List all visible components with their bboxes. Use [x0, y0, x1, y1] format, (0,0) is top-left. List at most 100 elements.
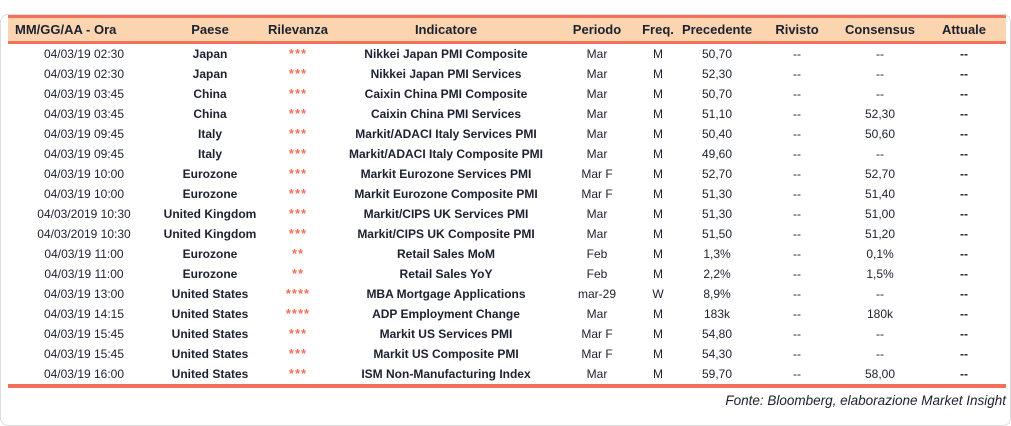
column-header-datetime: MM/GG/AA - Ora [15, 21, 117, 37]
cell-revised: -- [793, 366, 801, 381]
cell-relevance: *** [288, 45, 308, 61]
cell-country: United Kingdom [163, 226, 257, 241]
cell-relevance: *** [288, 85, 308, 101]
cell-freq: M [653, 166, 663, 181]
cell-actual: -- [960, 246, 968, 261]
cell-period: mar-29 [577, 286, 616, 301]
cell-revised: -- [793, 246, 801, 261]
cell-country: Eurozone [182, 186, 238, 201]
table-row: 04/03/19 09:45 Italy *** Markit/ADACI Italy… [8, 144, 1006, 164]
cell-datetime: 04/03/19 13:00 [43, 286, 125, 301]
cell-actual: -- [960, 166, 968, 181]
cell-datetime: 04/03/19 03:45 [43, 106, 125, 121]
cell-actual: -- [960, 366, 968, 381]
cell-consensus: 52,30 [864, 106, 896, 121]
cell-freq: M [653, 146, 663, 161]
cell-relevance: *** [288, 205, 308, 221]
cell-revised: -- [793, 126, 801, 141]
cell-freq: M [653, 186, 663, 201]
column-header-country: Paese [191, 21, 229, 37]
cell-previous: 50,70 [701, 46, 733, 61]
cell-country: Japan [192, 66, 228, 81]
cell-country: United States [171, 286, 249, 301]
cell-period: Mar [586, 126, 608, 141]
cell-previous: 49,60 [701, 146, 733, 161]
column-header-relevance: Rilevanza [268, 21, 328, 37]
cell-actual: -- [960, 106, 968, 121]
cell-previous: 51,50 [701, 226, 733, 241]
cell-previous: 183k [703, 306, 731, 321]
cell-relevance: **** [285, 285, 311, 301]
cell-relevance: *** [288, 125, 308, 141]
cell-relevance: ** [291, 245, 305, 261]
cell-freq: M [653, 226, 663, 241]
cell-period: Mar [586, 226, 608, 241]
cell-freq: W [652, 286, 664, 301]
cell-freq: M [653, 126, 663, 141]
cell-consensus: 52,70 [864, 166, 896, 181]
cell-freq: M [653, 346, 663, 361]
cell-consensus: 51,20 [864, 226, 896, 241]
cell-relevance: *** [288, 145, 308, 161]
cell-consensus: -- [876, 146, 884, 161]
cell-revised: -- [793, 306, 801, 321]
cell-indicator: ADP Employment Change [372, 306, 520, 321]
cell-relevance: *** [288, 165, 308, 181]
cell-relevance: **** [285, 305, 311, 321]
column-header-period: Periodo [572, 21, 622, 37]
cell-relevance: *** [288, 365, 308, 381]
cell-revised: -- [793, 266, 801, 281]
column-header-consensus: Consensus [844, 21, 916, 37]
table-row: 04/03/19 02:30 Japan *** Nikkei Japan PMI C… [8, 42, 1006, 64]
cell-datetime: 04/03/19 16:00 [43, 366, 125, 381]
cell-previous: 50,70 [701, 86, 733, 101]
cell-indicator: Markit Eurozone Services PMI [360, 166, 532, 181]
cell-indicator: Caixin China PMI Services [370, 106, 522, 121]
cell-revised: -- [793, 346, 801, 361]
cell-previous: 8,9% [703, 286, 731, 301]
cell-relevance: *** [288, 105, 308, 121]
cell-freq: M [653, 206, 663, 221]
table-row: 04/03/2019 10:30 United Kingdom *** Markit/… [8, 204, 1006, 224]
cell-relevance: *** [288, 225, 308, 241]
cell-previous: 51,30 [701, 186, 733, 201]
cell-consensus: -- [876, 286, 884, 301]
cell-datetime: 04/03/2019 10:30 [37, 226, 131, 241]
cell-freq: M [653, 86, 663, 101]
cell-relevance: *** [288, 345, 308, 361]
cell-datetime: 04/03/19 14:15 [43, 306, 125, 321]
table-row: 04/03/19 02:30 Japan *** Nikkei Japan PMI S… [8, 64, 1006, 84]
cell-actual: -- [960, 86, 968, 101]
cell-revised: -- [793, 186, 801, 201]
cell-indicator: Markit/CIPS UK Services PMI [363, 206, 529, 221]
cell-freq: M [653, 266, 663, 281]
cell-country: United States [171, 326, 249, 341]
table-row: 04/03/19 11:00 Eurozone ** Retail Sales MoM… [8, 244, 1006, 264]
cell-revised: -- [793, 226, 801, 241]
cell-indicator: ISM Non-Manufacturing Index [361, 366, 531, 381]
cell-country: United Kingdom [163, 206, 257, 221]
table-row: 04/03/19 14:15 United States **** ADP Emplo… [8, 304, 1006, 324]
cell-consensus: 51,40 [864, 186, 896, 201]
table-row: 04/03/19 13:00 United States **** MBA Mortg… [8, 284, 1006, 304]
cell-freq: M [653, 46, 663, 61]
cell-indicator: Nikkei Japan PMI Composite [364, 46, 528, 61]
cell-actual: -- [960, 206, 968, 221]
cell-consensus: -- [876, 326, 884, 341]
cell-period: Mar [586, 86, 608, 101]
cell-previous: 52,30 [701, 66, 733, 81]
column-header-previous: Precedente [681, 21, 753, 37]
cell-revised: -- [793, 46, 801, 61]
cell-period: Feb [586, 246, 608, 261]
economic-calendar-table: MM/GG/AA - Ora Paese Rilevanza Indicatore Pe… [8, 14, 1006, 388]
table-row: 04/03/19 03:45 China *** Caixin China PMI C… [8, 84, 1006, 104]
cell-indicator: Markit Eurozone Composite PMI [354, 186, 538, 201]
cell-period: Mar [586, 206, 608, 221]
cell-freq: M [653, 326, 663, 341]
cell-indicator: Markit/ADACI Italy Composite PMI [348, 146, 544, 161]
cell-freq: M [653, 366, 663, 381]
cell-period: Mar [586, 66, 608, 81]
cell-period: Mar [586, 46, 608, 61]
cell-datetime: 04/03/19 11:00 [44, 246, 124, 261]
cell-actual: -- [960, 126, 968, 141]
